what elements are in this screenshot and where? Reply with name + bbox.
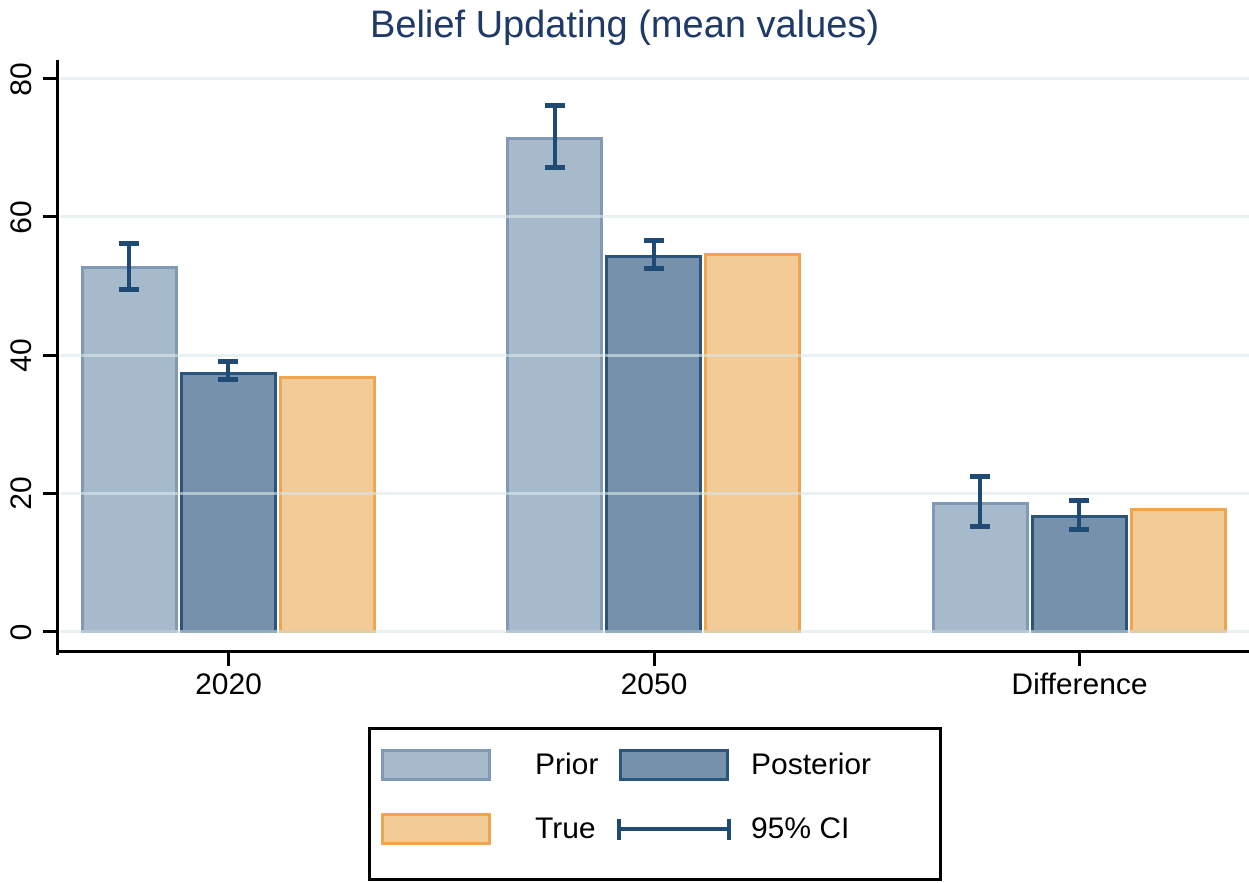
error-bar-posterior-2050-top-cap [643,237,664,243]
error-bar-posterior-2020-bottom-cap [218,377,238,383]
gridline [60,215,1249,219]
error-bar-posterior-2020-top-cap [218,359,238,365]
x-tick-label: 2020 [195,668,262,701]
ci-glyph-left-cap [617,819,621,840]
x-tick [227,653,230,666]
y-tick [43,215,56,219]
x-tick-label: 2050 [620,668,688,701]
y-axis-line [56,60,59,655]
gridline [60,353,1249,357]
x-tick [1078,653,1081,666]
ci-glyph-line [617,827,731,831]
bar-prior-2020 [80,265,178,633]
chart-title: Belief Updating (mean values) [369,4,880,46]
legend-label-ci: 95% CI [751,812,850,845]
error-bar-prior-2020-bottom-cap [119,286,139,292]
error-bar-posterior-2050-line [651,240,656,269]
error-bar-posterior-difference-top-cap [1069,497,1089,503]
gridline [60,77,1249,80]
legend-label-true: True [535,812,596,845]
y-tick [43,491,56,495]
y-tick-label: 0 [5,623,38,640]
error-bar-posterior-2050-bottom-cap [643,266,664,272]
y-tick [43,630,56,633]
error-bar-posterior-difference-bottom-cap [1069,526,1089,532]
error-bar-prior-difference-line [978,476,982,527]
legend: Prior Posterior True 95% CI [368,727,942,881]
y-tick-label: 80 [5,61,38,96]
gridline [60,491,1249,495]
error-bar-posterior-difference-line [1077,500,1081,530]
x-axis-line [56,650,1249,653]
y-tick [43,77,56,80]
legend-swatch-prior [381,749,491,781]
bar-true-2050 [704,252,801,633]
legend-swatch-true [381,813,491,845]
y-tick-label: 60 [5,200,38,234]
error-bar-prior-2050-top-cap [544,102,565,108]
error-bar-prior-2050-line [552,105,557,168]
error-bar-prior-2020-top-cap [119,241,139,247]
bar-posterior-difference [1030,515,1128,633]
ci-glyph-right-cap [727,819,731,840]
y-tick-label: 20 [5,476,38,510]
bar-true-2020 [278,376,376,633]
y-tick-label: 40 [5,338,38,372]
error-bar-prior-difference-bottom-cap [970,523,990,529]
x-tick-label: Difference [1011,668,1148,701]
y-tick [43,353,56,357]
error-bar-prior-2050-bottom-cap [544,165,565,171]
error-bar-prior-difference-top-cap [970,474,990,480]
bar-prior-2050 [506,137,603,633]
bar-true-difference [1129,507,1227,633]
legend-label-posterior: Posterior [751,748,872,781]
legend-swatch-posterior [619,749,729,781]
legend-label-prior: Prior [535,748,599,781]
error-bar-prior-2020-line [127,243,131,290]
gridline [60,630,1249,633]
error-bar-posterior-2020-line [226,361,230,380]
bar-posterior-2020 [179,371,277,633]
x-tick [652,653,656,666]
bar-posterior-2050 [605,254,702,633]
